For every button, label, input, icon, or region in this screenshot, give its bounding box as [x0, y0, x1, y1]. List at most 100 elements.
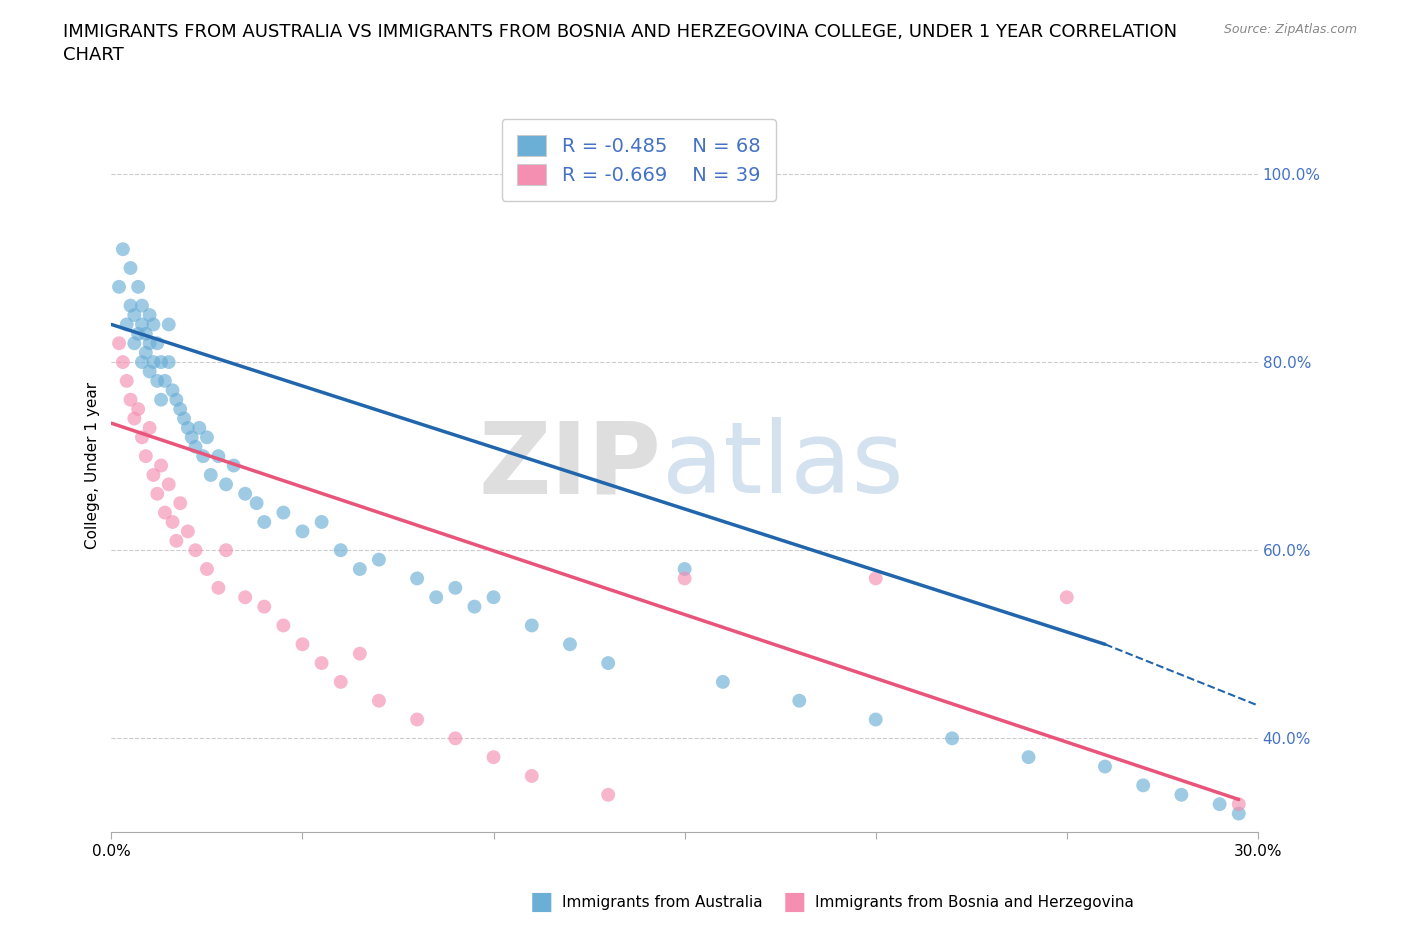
Point	[865, 712, 887, 727]
Point	[253, 599, 276, 614]
Point	[138, 364, 160, 379]
Point	[329, 674, 352, 689]
Point	[598, 656, 620, 671]
Point	[115, 374, 138, 389]
Point	[111, 354, 134, 369]
Point	[111, 242, 134, 257]
Point	[138, 336, 160, 351]
Point	[157, 477, 180, 492]
Text: IMMIGRANTS FROM AUSTRALIA VS IMMIGRANTS FROM BOSNIA AND HERZEGOVINA COLLEGE, UND: IMMIGRANTS FROM AUSTRALIA VS IMMIGRANTS …	[63, 23, 1177, 41]
Point	[200, 468, 222, 483]
Point	[311, 514, 333, 529]
Text: Immigrants from Bosnia and Herzegovina: Immigrants from Bosnia and Herzegovina	[815, 895, 1135, 910]
Point	[127, 402, 149, 417]
Point	[215, 543, 238, 558]
Y-axis label: College, Under 1 year: College, Under 1 year	[86, 382, 100, 549]
Point	[195, 562, 218, 577]
Point	[367, 552, 389, 567]
Point	[124, 336, 146, 351]
Point	[150, 458, 173, 473]
Point	[124, 411, 146, 426]
Point	[108, 336, 131, 351]
Point	[367, 693, 389, 708]
Point	[157, 354, 180, 369]
Point	[444, 580, 467, 595]
Point	[146, 374, 169, 389]
Point	[131, 299, 153, 313]
Point	[142, 317, 165, 332]
Point	[150, 354, 173, 369]
Point	[406, 712, 429, 727]
Point	[1132, 777, 1154, 792]
Point	[273, 505, 295, 520]
Point	[184, 439, 207, 454]
Point	[138, 308, 160, 323]
Point	[406, 571, 429, 586]
Point	[153, 505, 176, 520]
Point	[127, 279, 149, 294]
Point	[135, 326, 157, 341]
Point	[222, 458, 245, 473]
Point	[120, 299, 142, 313]
Point	[253, 514, 276, 529]
Point	[120, 392, 142, 407]
Point	[1227, 806, 1250, 821]
Point	[520, 618, 543, 633]
Point	[482, 590, 505, 604]
Point	[153, 374, 176, 389]
Point	[177, 524, 200, 538]
Point	[291, 637, 314, 652]
Point	[215, 477, 238, 492]
Point	[463, 599, 485, 614]
Point	[108, 279, 131, 294]
Point	[233, 486, 256, 501]
Point	[1056, 590, 1078, 604]
Point	[135, 448, 157, 463]
Point	[150, 392, 173, 407]
Point	[146, 336, 169, 351]
Point	[941, 731, 963, 746]
Point	[115, 317, 138, 332]
Point	[135, 345, 157, 360]
Text: ZIP: ZIP	[479, 417, 662, 514]
Point	[520, 768, 543, 783]
Point	[1208, 797, 1230, 812]
Text: ■: ■	[530, 890, 553, 914]
Legend: R = -0.485    N = 68, R = -0.669    N = 39: R = -0.485 N = 68, R = -0.669 N = 39	[502, 119, 776, 201]
Point	[598, 788, 620, 803]
Point	[673, 562, 696, 577]
Point	[120, 260, 142, 275]
Point	[349, 562, 371, 577]
Point	[169, 496, 191, 511]
Point	[131, 430, 153, 445]
Point	[482, 750, 505, 764]
Point	[787, 693, 810, 708]
Point	[184, 543, 207, 558]
Point	[195, 430, 218, 445]
Point	[1170, 788, 1192, 803]
Point	[865, 571, 887, 586]
Text: atlas: atlas	[662, 417, 903, 514]
Point	[191, 448, 214, 463]
Point	[131, 317, 153, 332]
Point	[165, 534, 187, 549]
Point	[173, 411, 195, 426]
Point	[165, 392, 187, 407]
Point	[711, 674, 734, 689]
Point	[425, 590, 447, 604]
Point	[273, 618, 295, 633]
Point	[673, 571, 696, 586]
Point	[246, 496, 269, 511]
Point	[233, 590, 256, 604]
Point	[188, 420, 211, 435]
Point	[444, 731, 467, 746]
Point	[180, 430, 202, 445]
Point	[127, 326, 149, 341]
Point	[142, 354, 165, 369]
Point	[138, 420, 160, 435]
Point	[207, 448, 229, 463]
Point	[162, 383, 184, 398]
Point	[157, 317, 180, 332]
Point	[146, 486, 169, 501]
Point	[1227, 797, 1250, 812]
